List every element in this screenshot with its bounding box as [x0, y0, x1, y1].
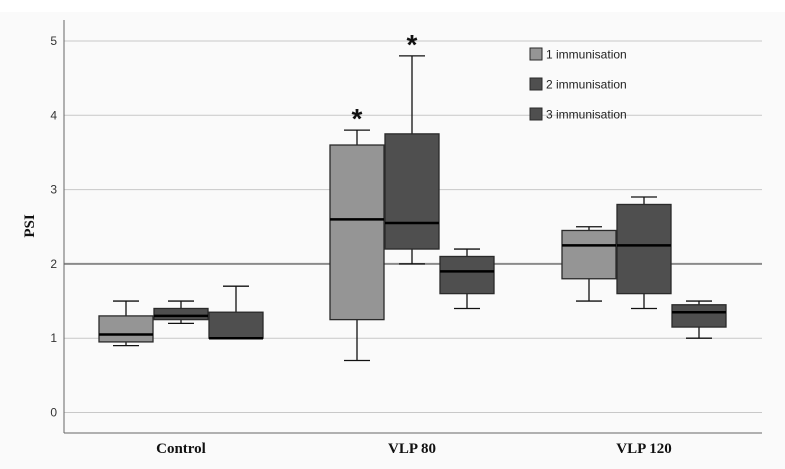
legend-label: 2 immunisation — [546, 78, 627, 92]
y-tick-label: 3 — [50, 183, 57, 197]
legend-label: 1 immunisation — [546, 48, 627, 62]
legend-swatch — [529, 47, 543, 61]
y-tick-label: 0 — [50, 406, 57, 420]
legend-swatch — [529, 107, 543, 121]
y-tick-label: 5 — [50, 34, 57, 48]
box — [671, 304, 727, 328]
box — [439, 255, 495, 295]
legend: 1 immunisation 2 immunisation 3 immunisati… — [529, 47, 627, 122]
legend-label: 3 immunisation — [546, 108, 627, 122]
x-tick-label: VLP 120 — [616, 441, 671, 457]
box — [329, 144, 385, 321]
box — [98, 315, 154, 343]
box — [153, 307, 209, 321]
y-tick-label: 1 — [50, 331, 57, 345]
significance-marker: * — [352, 103, 363, 134]
legend-swatch — [529, 77, 543, 91]
y-tick-label: 2 — [50, 257, 57, 271]
x-tick-label: Control — [156, 441, 206, 457]
y-axis-ticks: 0 1 2 3 4 5 — [50, 34, 57, 420]
significance-marker: * — [407, 29, 418, 60]
box — [208, 311, 264, 339]
box — [561, 229, 617, 280]
box — [384, 133, 440, 250]
y-axis-label: PSI — [22, 214, 38, 238]
box — [616, 203, 672, 295]
boxes: ** — [98, 29, 727, 362]
x-tick-label: VLP 80 — [388, 441, 436, 457]
x-axis-labels: Control VLP 80 VLP 120 — [156, 441, 672, 457]
y-tick-label: 4 — [50, 108, 57, 122]
